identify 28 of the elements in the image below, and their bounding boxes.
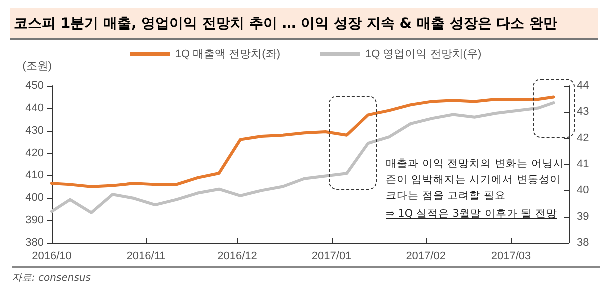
y-tick-label: 420 bbox=[26, 147, 44, 160]
legend-label: 1Q 매출액 전망치(좌) bbox=[175, 48, 281, 60]
y2-tick-label: 38 bbox=[577, 237, 590, 249]
y2-tick-label: 43 bbox=[577, 106, 590, 118]
chart-title: 코스피 1분기 매출, 영업이익 전망치 추이 … 이익 성장 지속 & 매출 성장은 다소 완만 bbox=[10, 8, 598, 40]
x-tick-label: 2017/02 bbox=[406, 250, 446, 262]
y-axis-title: (조원) bbox=[22, 60, 52, 72]
y2-tick-label: 40 bbox=[577, 184, 590, 197]
x-tick-label: 2017/03 bbox=[491, 250, 532, 262]
x-tick-label: 2016/12 bbox=[218, 250, 258, 262]
y-tick-label: 380 bbox=[26, 237, 44, 249]
y-tick-label: 430 bbox=[26, 124, 44, 137]
text: 자료: consensus bbox=[12, 266, 600, 285]
y-tick-label: 400 bbox=[26, 192, 44, 204]
y2-tick-label: 44 bbox=[577, 80, 590, 92]
y2-tick-label: 39 bbox=[577, 210, 590, 223]
y-tick-label: 440 bbox=[26, 102, 44, 114]
annotation: 매출과 이익 전망치의 변화는 어닝시즌이 임박해지는 시기에서 변동성이 크다는 점을 고려할 필요 bbox=[386, 157, 566, 204]
x-tick-label: 2017/01 bbox=[312, 250, 352, 262]
x-tick-label: 2016/11 bbox=[126, 250, 166, 262]
legend-label: 1Q 영업이익 전망치(우) bbox=[366, 48, 482, 60]
y-tick-label: 390 bbox=[26, 214, 44, 227]
y2-tick-label: 42 bbox=[577, 132, 590, 144]
y2-tick-label: 41 bbox=[577, 158, 590, 170]
x-tick-label: 2016/10 bbox=[32, 250, 72, 262]
y-tick-label: 410 bbox=[26, 170, 44, 182]
annotation: ⇒ 1Q 실적은 3월말 이후가 될 전망 bbox=[386, 207, 558, 222]
y-tick-label: 450 bbox=[26, 80, 44, 92]
